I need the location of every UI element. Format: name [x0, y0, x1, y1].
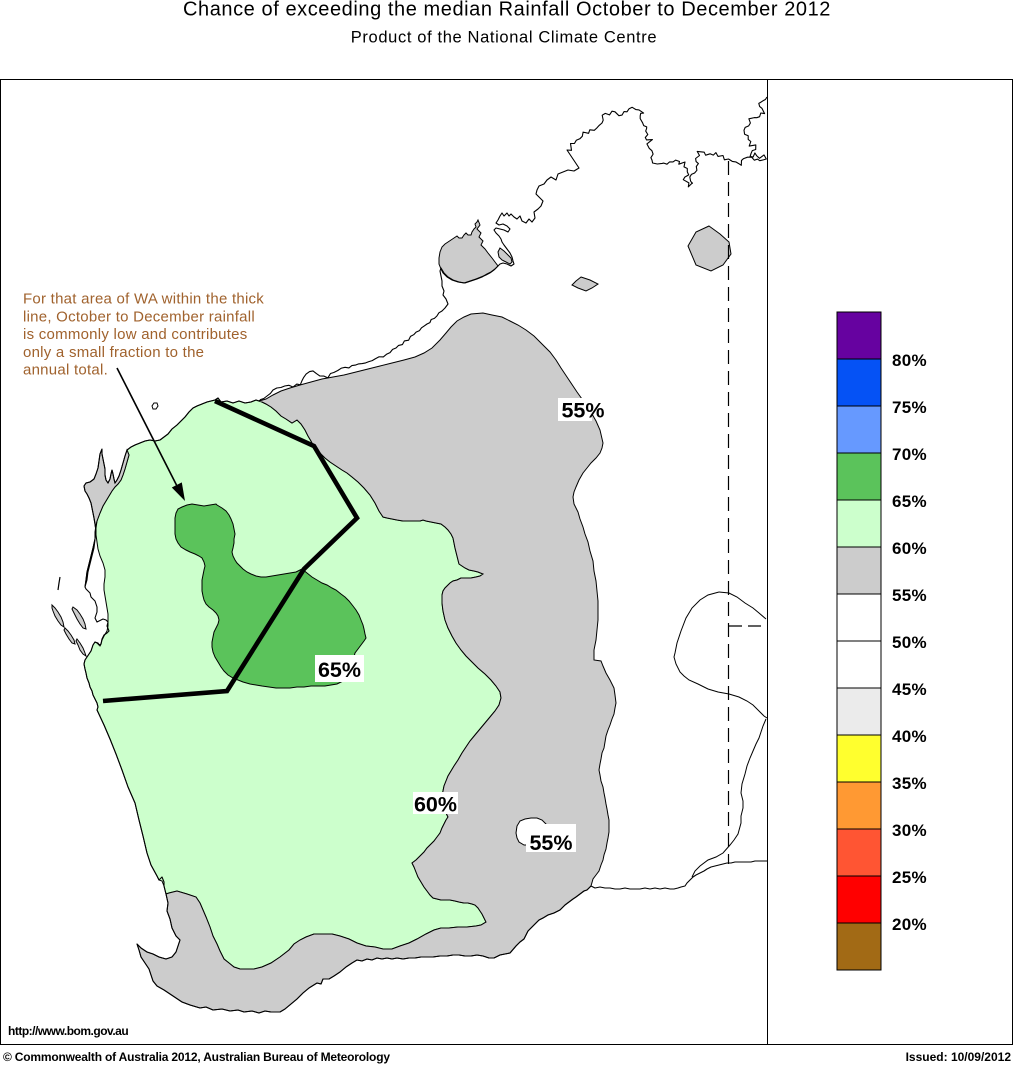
- svg-text:annual total.: annual total.: [23, 362, 108, 379]
- svg-text:35%: 35%: [892, 774, 927, 793]
- svg-text:80%: 80%: [892, 351, 927, 370]
- svg-text:45%: 45%: [892, 680, 927, 699]
- svg-text:60%: 60%: [892, 539, 927, 558]
- svg-text:http://www.bom.gov.au: http://www.bom.gov.au: [8, 1024, 128, 1038]
- svg-text:Product of the National Climat: Product of the National Climate Centre: [351, 29, 657, 47]
- svg-text:65%: 65%: [318, 658, 361, 682]
- svg-text:65%: 65%: [892, 492, 927, 511]
- svg-text:40%: 40%: [892, 727, 927, 746]
- svg-text:only a small fraction to the: only a small fraction to the: [23, 344, 204, 361]
- svg-text:75%: 75%: [892, 398, 927, 417]
- svg-text:70%: 70%: [892, 445, 927, 464]
- svg-text:60%: 60%: [414, 793, 457, 817]
- svg-text:55%: 55%: [529, 831, 572, 855]
- svg-text:55%: 55%: [561, 399, 604, 423]
- svg-text:20%: 20%: [892, 915, 927, 934]
- svg-text:© Commonwealth of Australia 20: © Commonwealth of Australia 2012, Austra…: [3, 1050, 390, 1064]
- svg-text:is commonly low and contribute: is commonly low and contributes: [23, 326, 248, 343]
- svg-text:25%: 25%: [892, 868, 927, 887]
- svg-text:30%: 30%: [892, 821, 927, 840]
- svg-text:55%: 55%: [892, 586, 927, 605]
- svg-text:50%: 50%: [892, 633, 927, 652]
- svg-text:Chance of exceeding the median: Chance of exceeding the median Rainfall …: [183, 0, 831, 21]
- svg-text:For that area of WA within the: For that area of WA within the thick: [23, 291, 264, 308]
- svg-text:line, October to December rain: line, October to December rainfall: [23, 308, 255, 325]
- svg-text:Issued: 10/09/2012: Issued: 10/09/2012: [906, 1050, 1012, 1064]
